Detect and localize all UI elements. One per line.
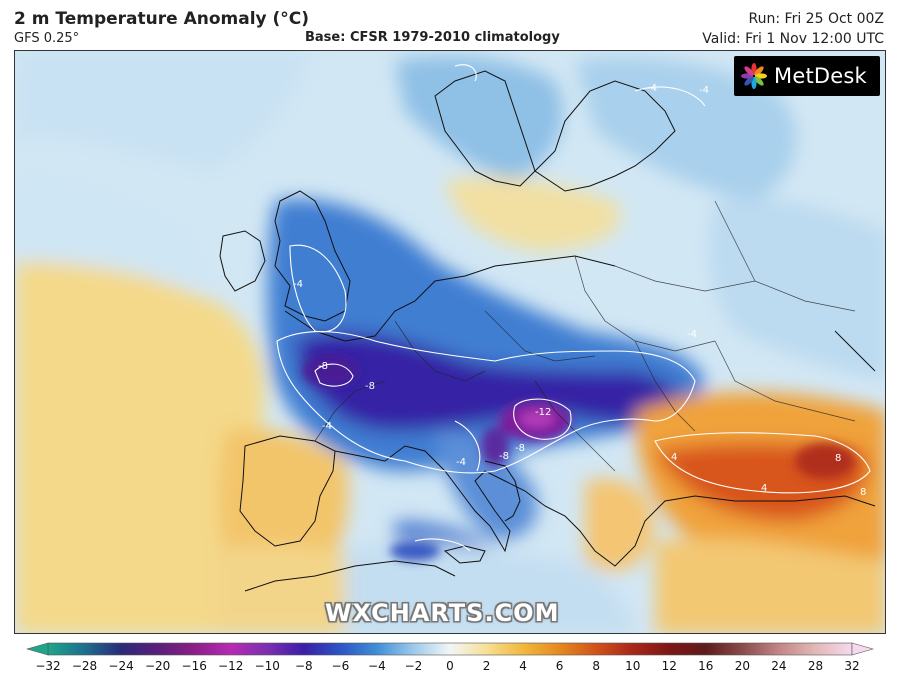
colorbar-tick-label: −4 [368,659,386,673]
contour-label: -8 [318,361,328,372]
colorbar-tick-label: −10 [254,659,280,673]
contour-label: 8 [860,487,866,498]
colorbar-max-arrow [851,642,875,656]
colorbar-tick-label: −12 [218,659,244,673]
colorbar-tick-label: 2 [482,659,491,673]
colorbar-tick-label: 28 [807,659,824,673]
model-label: GFS 0.25° [14,31,80,46]
colorbar [25,642,875,656]
contour-label: -4 [699,85,709,96]
colorbar-tick-label: 32 [844,659,860,673]
metdesk-logo-icon [741,63,767,89]
colorbar-gradient [47,642,853,656]
colorbar-tick-label: 10 [625,659,641,673]
contour-label: -4 [687,329,697,340]
map-canvas: -4 -8 -8 -8 -12 -8 -4 -4 4 4 8 8 -4 -4 -… [15,51,885,633]
contour-label: -8 [499,451,509,462]
climatology-base-label: Base: CFSR 1979-2010 climatology [305,30,560,45]
colorbar-tick-label: −2 [404,659,423,673]
contour-label: -4 [322,421,332,432]
colorbar-tick-label: 24 [771,659,787,673]
colorbar-tick-label: 16 [698,659,714,673]
contour-label: 4 [671,452,677,463]
colorbar-tick-label: −20 [144,659,171,673]
anomaly-map: -4 -8 -8 -8 -12 -8 -4 -4 4 4 8 8 -4 -4 -… [14,50,886,634]
coastlines [219,70,876,592]
colorbar-tick-label: 12 [661,659,677,673]
contour-label: 4 [761,483,767,494]
contour-labels: -4 -8 -8 -8 -12 -8 -4 -4 4 4 8 8 -4 -4 -… [293,83,866,498]
colorbar-tick-label: 6 [555,659,564,673]
metdesk-logo: MetDesk [734,56,880,96]
colorbar-tick-label: −32 [35,659,61,673]
colorbar-tick-label: −28 [71,659,98,673]
colorbar-tick-label: −8 [294,659,313,673]
contour-label: -4 [293,279,303,290]
contour-label: -4 [456,457,466,468]
colorbar-tick-label: −6 [331,659,350,673]
contour-label: 8 [835,453,841,464]
valid-time-label: Valid: Fri 1 Nov 12:00 UTC [702,31,884,47]
colorbar-legend: −32 −28 −24 −20 −16 −12 −10 −8 −6 −4 −2 0 2 4 6 8 10 12 16… [25,641,875,685]
colorbar-tick-label: −16 [181,659,207,673]
metdesk-logo-text: MetDesk [774,64,867,88]
anomaly-contours [276,64,871,552]
contour-label: -8 [365,381,375,392]
colorbar-min-arrow [25,642,49,656]
contour-label: -8 [515,443,525,454]
colorbar-tick-label: −24 [108,659,134,673]
wxcharts-watermark: WXCHARTS.COM [325,599,560,627]
run-time-label: Run: Fri 25 Oct 00Z [748,11,884,27]
colorbar-tick-label: 8 [592,659,600,673]
chart-title: 2 m Temperature Anomaly (°C) [14,9,310,29]
colorbar-tick-label: 20 [734,659,750,673]
colorbar-tick-label: 4 [519,659,527,673]
contour-label: -12 [535,407,551,418]
contour-label: -4 [647,83,657,94]
colorbar-tick-label: 0 [446,659,454,673]
